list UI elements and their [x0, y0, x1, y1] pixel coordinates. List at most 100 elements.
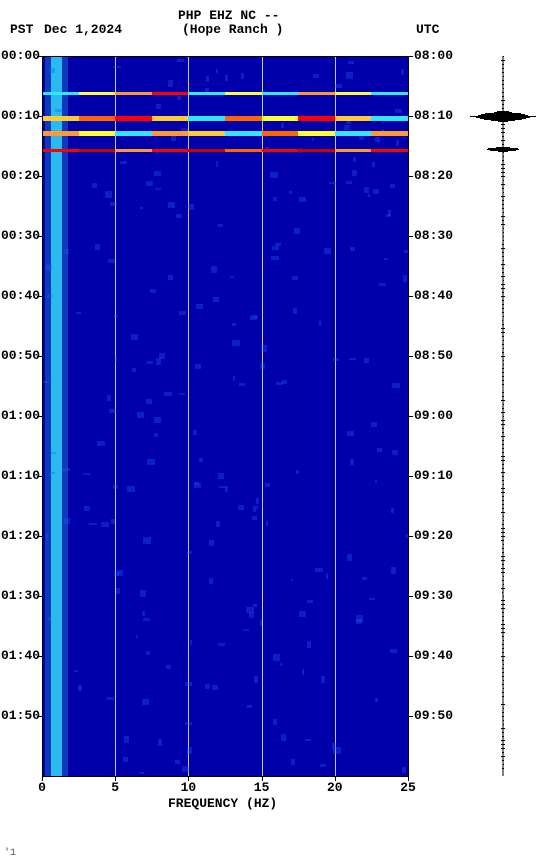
noise-speckle: [243, 629, 249, 631]
waveform-noise: [502, 144, 505, 145]
right-time-tick: 08:30: [414, 228, 458, 243]
noise-speckle: [369, 598, 375, 601]
noise-speckle: [403, 275, 407, 282]
noise-speckle: [108, 259, 115, 263]
noise-speckle: [373, 189, 379, 194]
noise-speckle: [196, 304, 204, 310]
time-tick-mark: [408, 416, 413, 417]
waveform-noise: [502, 760, 505, 761]
waveform-noise: [502, 440, 503, 441]
noise-speckle: [114, 572, 118, 576]
waveform-noise: [501, 492, 505, 493]
waveform-noise: [501, 560, 504, 561]
waveform-noise: [503, 360, 504, 361]
waveform-noise: [501, 472, 504, 473]
noise-speckle: [131, 334, 138, 341]
noise-speckle: [273, 197, 276, 201]
waveform-noise: [502, 476, 504, 477]
noise-speckle: [272, 246, 279, 251]
right-time-tick: 09:20: [414, 528, 458, 543]
event-band-seg: [115, 131, 152, 136]
waveform-noise: [502, 368, 505, 369]
event-band-seg: [225, 116, 262, 121]
noise-speckle: [137, 412, 144, 418]
noise-speckle: [124, 736, 129, 743]
waveform-noise: [503, 484, 504, 485]
noise-speckle: [166, 665, 171, 669]
right-time-tick: 08:10: [414, 108, 458, 123]
noise-speckle: [209, 578, 213, 584]
event-band-seg: [188, 116, 225, 121]
noise-speckle: [276, 382, 283, 385]
time-tick-mark: [37, 476, 42, 477]
noise-speckle: [241, 73, 244, 79]
time-tick-mark: [37, 536, 42, 537]
noise-speckle: [250, 315, 256, 320]
waveform-noise: [502, 508, 504, 509]
noise-speckle: [265, 483, 270, 487]
time-tick-mark: [37, 716, 42, 717]
waveform-noise: [502, 72, 503, 73]
noise-speckle: [402, 767, 406, 773]
waveform-noise: [502, 312, 504, 313]
noise-speckle: [216, 161, 219, 167]
noise-speckle: [364, 187, 370, 193]
event-band-seg: [335, 116, 372, 121]
noise-speckle: [281, 123, 284, 128]
noise-speckle: [127, 486, 135, 493]
waveform-noise: [501, 184, 505, 185]
noise-speckle: [349, 358, 355, 360]
waveform-noise: [501, 332, 505, 333]
noise-speckle: [291, 579, 294, 581]
noise-speckle: [252, 516, 257, 520]
waveform-noise: [503, 664, 504, 665]
noise-speckle: [168, 275, 172, 280]
noise-speckle: [391, 508, 394, 513]
event-band-seg: [152, 149, 189, 152]
noise-speckle: [42, 381, 49, 383]
noise-speckle: [344, 125, 350, 130]
noise-speckle: [270, 172, 278, 178]
noise-speckle: [271, 256, 279, 260]
event-band-seg: [115, 149, 152, 152]
waveform-noise: [501, 196, 505, 197]
x-tick-mark: [262, 776, 263, 781]
waveform-noise: [501, 284, 505, 285]
event-band-seg: [262, 131, 299, 136]
noise-speckle: [353, 157, 356, 162]
noise-speckle: [142, 699, 149, 705]
left-time-tick: 01:10: [0, 468, 40, 483]
noise-speckle: [356, 615, 363, 622]
noise-speckle: [55, 109, 63, 112]
left-time-tick: 01:20: [0, 528, 40, 543]
event-band-seg: [188, 149, 225, 152]
x-tick-label: 15: [247, 780, 277, 795]
waveform-noise: [502, 668, 504, 669]
noise-speckle: [239, 383, 245, 387]
noise-speckle: [324, 248, 331, 254]
noise-speckle: [154, 171, 161, 176]
noise-speckle: [321, 676, 325, 683]
noise-speckle: [177, 59, 184, 62]
noise-speckle: [205, 684, 211, 690]
noise-speckle: [296, 470, 300, 474]
left-time-tick: 01:00: [0, 408, 40, 423]
noise-speckle: [347, 554, 352, 560]
waveform-noise: [502, 444, 504, 445]
noise-speckle: [371, 422, 376, 428]
waveform-noise: [502, 372, 504, 373]
waveform-noise: [502, 68, 503, 69]
event-band-seg: [371, 131, 408, 136]
noise-speckle: [362, 577, 367, 580]
noise-speckle: [249, 612, 254, 618]
left-time-tick: 01:40: [0, 648, 40, 663]
waveform-noise: [501, 172, 505, 173]
noise-speckle: [326, 573, 329, 579]
noise-speckle: [384, 258, 388, 260]
waveform-noise: [502, 672, 505, 673]
noise-speckle: [335, 84, 343, 88]
noise-speckle: [350, 459, 353, 466]
waveform-noise: [502, 112, 504, 113]
noise-speckle: [294, 228, 300, 234]
waveform-noise: [501, 632, 504, 633]
